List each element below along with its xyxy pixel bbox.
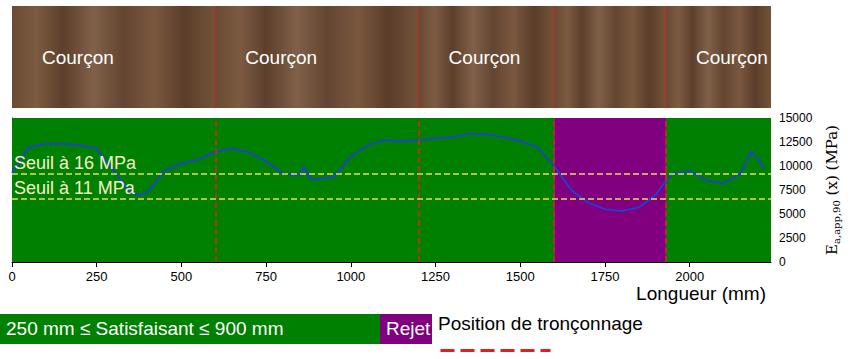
svg-text:Longueur (mm): Longueur (mm): [636, 283, 766, 304]
svg-text:12500: 12500: [779, 135, 813, 149]
svg-text:2000: 2000: [675, 269, 704, 284]
svg-text:Courçon: Courçon: [245, 47, 317, 68]
svg-text:250: 250: [86, 269, 108, 284]
svg-text:Seuil à 11 MPa: Seuil à 11 MPa: [14, 178, 136, 198]
svg-text:1750: 1750: [591, 269, 620, 284]
svg-text:2500: 2500: [779, 231, 806, 245]
svg-text:Courçon: Courçon: [696, 47, 768, 68]
svg-text:10000: 10000: [779, 159, 813, 173]
svg-text:0: 0: [8, 269, 15, 284]
svg-text:1500: 1500: [506, 269, 535, 284]
svg-text:Rejet: Rejet: [386, 318, 431, 339]
svg-text:a,app,90: a,app,90: [831, 200, 842, 244]
svg-text:Seuil à 16 MPa: Seuil à 16 MPa: [14, 153, 137, 173]
svg-text:5000: 5000: [779, 207, 806, 221]
svg-text:1250: 1250: [421, 269, 450, 284]
svg-text:Position de tronçonnage: Position de tronçonnage: [438, 313, 643, 334]
svg-text:Courçon: Courçon: [449, 47, 521, 68]
svg-text:7500: 7500: [779, 183, 806, 197]
svg-text:0: 0: [779, 255, 786, 269]
svg-text:E: E: [823, 244, 841, 255]
svg-text:250 mm ≤ Satisfaisant ≤ 900 mm: 250 mm ≤ Satisfaisant ≤ 900 mm: [6, 318, 283, 339]
svg-text:1000: 1000: [336, 269, 365, 284]
svg-text:750: 750: [255, 269, 277, 284]
svg-text:(x) (MPa): (x) (MPa): [823, 125, 841, 200]
svg-text:15000: 15000: [779, 111, 813, 125]
svg-text:Courçon: Courçon: [42, 47, 114, 68]
svg-text:500: 500: [171, 269, 193, 284]
